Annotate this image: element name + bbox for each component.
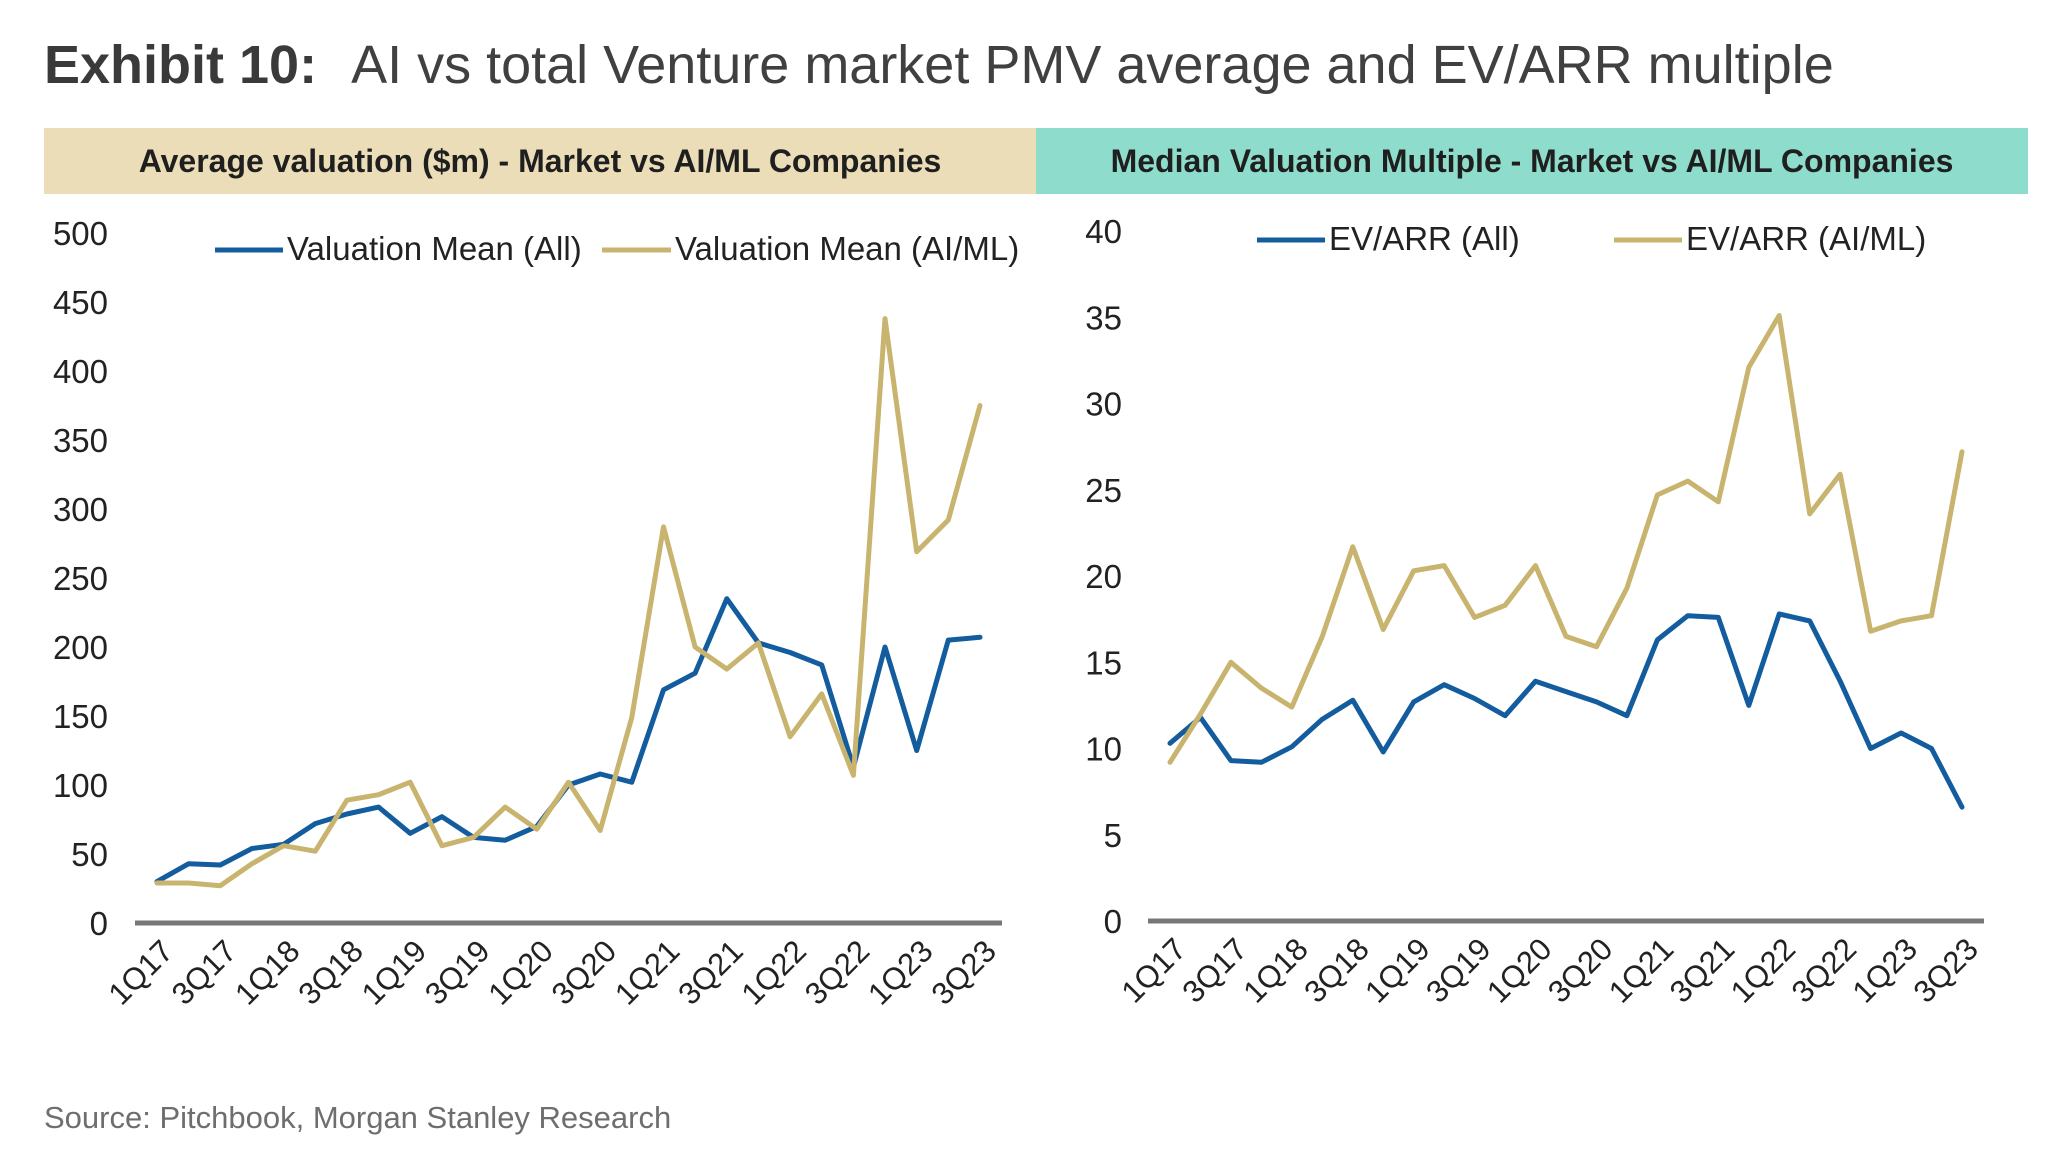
x-tick-label: 1Q23 [861,933,939,1011]
x-tick-label: 1Q20 [1480,931,1558,1009]
y-tick-label: 350 [53,422,108,459]
legend-label: Valuation Mean (All) [287,230,582,267]
x-tick-label: 3Q23 [925,933,1003,1011]
y-tick-label: 100 [53,767,108,804]
exhibit-title: Exhibit 10: AI vs total Venture market PM… [44,34,1834,96]
x-tick-label: 1Q19 [355,933,433,1011]
x-tick-label: 1Q17 [1115,931,1193,1009]
right-panel-header: Median Valuation Multiple - Market vs AI… [1036,128,2028,194]
legend-label: EV/ARR (All) [1329,220,1520,257]
y-tick-label: 0 [90,905,108,942]
x-tick-label: 3Q23 [1907,931,1985,1009]
valuation-chart: 0501001502002503003504004505001Q173Q171Q… [53,215,1019,1012]
y-tick-label: 35 [1085,299,1122,336]
y-tick-label: 10 [1085,731,1122,768]
y-tick-label: 150 [53,698,108,735]
y-tick-label: 50 [71,836,108,873]
x-tick-label: 3Q20 [545,933,623,1011]
y-tick-label: 450 [53,284,108,321]
y-tick-label: 15 [1085,644,1122,681]
x-tick-label: 1Q19 [1358,931,1436,1009]
left-panel-title: Average valuation ($m) - Market vs AI/ML… [138,142,942,179]
y-tick-label: 5 [1104,817,1122,854]
y-tick-label: 200 [53,629,108,666]
x-tick-label: 3Q21 [671,933,749,1011]
multiple-series-line-all [1167,611,1965,810]
x-tick-label: 3Q17 [1175,931,1253,1009]
source-note: Source: Pitchbook, Morgan Stanley Resear… [44,1100,672,1135]
x-tick-label: 3Q18 [291,933,369,1011]
exhibit-title-text: AI vs total Venture market PMV average a… [351,35,1834,95]
y-tick-label: 0 [1104,903,1122,940]
y-tick-label: 500 [53,215,108,252]
x-tick-label: 1Q18 [228,933,306,1011]
x-tick-label: 1Q21 [1602,931,1680,1009]
x-tick-label: 3Q21 [1663,931,1741,1009]
y-tick-label: 20 [1085,558,1122,595]
multiple-series-line-ai-ml [1167,313,1965,765]
multiple-chart: 0 5 10 15 20 25 30 35 40 1Q173Q171Q183Q181Q193Q19… [1085,213,1985,1010]
x-tick-label: 1Q20 [481,933,559,1011]
x-tick-label: 3Q22 [1785,931,1863,1009]
x-tick-label: 3Q19 [418,933,496,1011]
y-tick-label: 300 [53,491,108,528]
y-tick-label: 250 [53,560,108,597]
x-tick-label: 1Q22 [1724,931,1802,1009]
y-tick-label: 40 [1085,213,1122,250]
y-tick-label: 30 [1085,386,1122,423]
valuation-series-line-ai-ml [154,316,983,889]
x-tick-label: 3Q19 [1419,931,1497,1009]
x-tick-label: 1Q23 [1846,931,1924,1009]
legend-label: EV/ARR (AI/ML) [1686,220,1926,257]
x-tick-label: 3Q22 [798,933,876,1011]
exhibit-label: Exhibit 10: [44,35,318,95]
right-panel-title: Median Valuation Multiple - Market vs AI… [1110,142,1954,179]
legend-label: Valuation Mean (AI/ML) [675,230,1019,267]
y-tick-label: 25 [1085,472,1122,509]
x-tick-label: 3Q17 [165,933,243,1011]
x-tick-label: 1Q21 [608,933,686,1011]
left-panel-header: Average valuation ($m) - Market vs AI/ML… [44,128,1036,194]
x-tick-label: 1Q17 [102,933,180,1011]
x-tick-label: 3Q18 [1297,931,1375,1009]
x-tick-label: 1Q22 [735,933,813,1011]
y-tick-label: 400 [53,353,108,390]
x-tick-label: 3Q20 [1541,931,1619,1009]
x-tick-label: 1Q18 [1236,931,1314,1009]
